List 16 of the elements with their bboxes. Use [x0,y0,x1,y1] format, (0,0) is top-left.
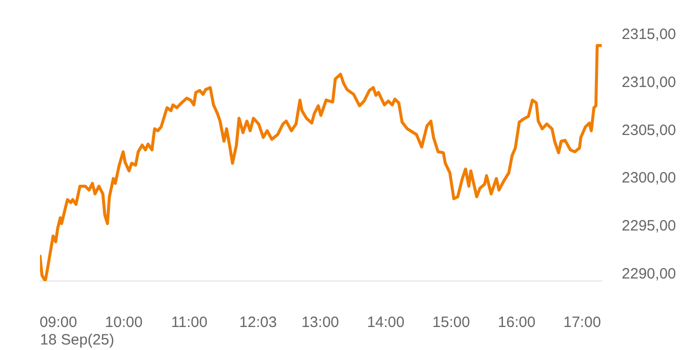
y-tick-label: 2305,00 [622,122,676,139]
x-tick-label: 15:00 [432,314,470,332]
x-tick-label: 16:00 [498,314,536,332]
y-tick-label: 2315,00 [622,26,676,44]
x-tick-label: 14:00 [366,314,404,332]
x-tick-label: 17:00 [563,314,601,332]
y-tick-label: 2310,00 [622,74,676,91]
x-tick-label: 11:00 [171,314,208,332]
x-tick-label: 13:00 [301,314,340,332]
y-tick-label: 2300,00 [622,170,676,187]
x-tick-label: 09:00 [40,314,78,332]
x-tick-label: 12:03 [239,314,277,332]
text: 18 Sep(25) [40,332,114,349]
x-tick-label: 10:00 [105,314,143,332]
y-tick-label: 2290,00 [622,265,676,282]
y-tick-label: 2295,00 [622,218,676,235]
